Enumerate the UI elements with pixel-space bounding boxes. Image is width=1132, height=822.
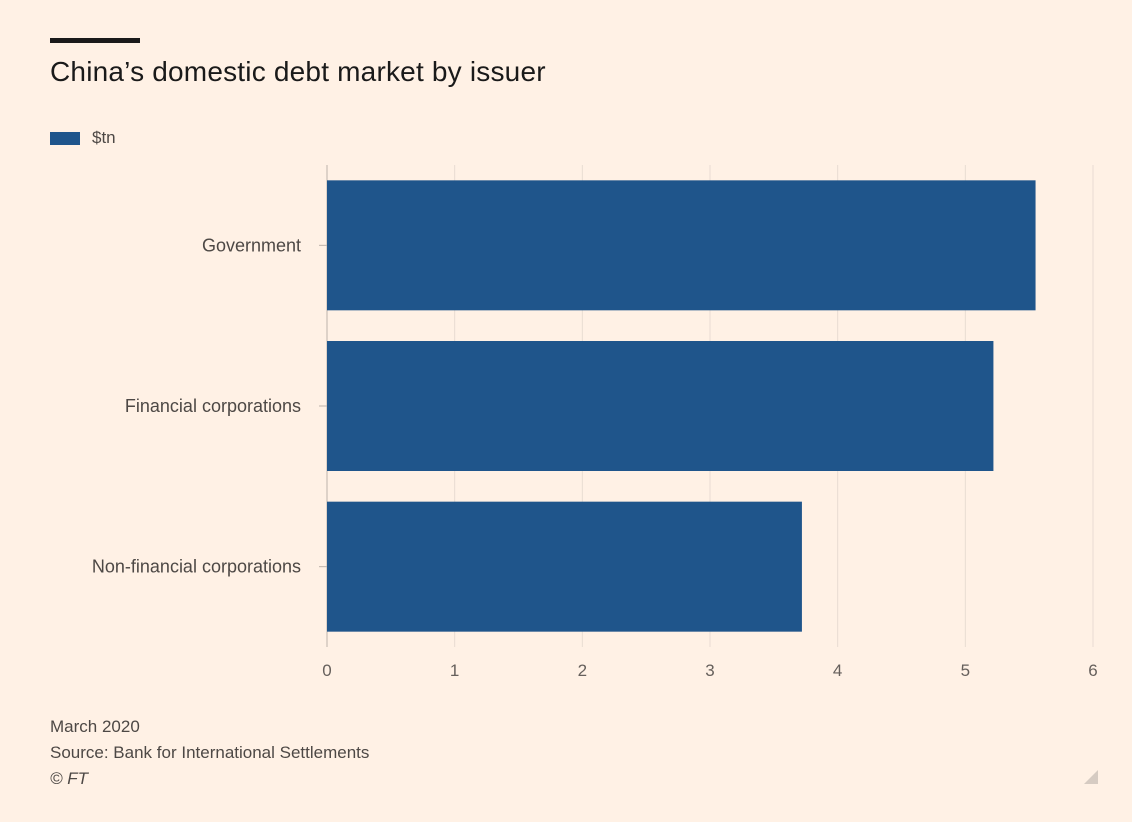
bar: [327, 501, 802, 632]
category-label: Non-financial corporations: [92, 557, 301, 577]
footer: March 2020 Source: Bank for Internationa…: [50, 714, 369, 792]
bar: [327, 180, 1036, 311]
legend-label: $tn: [92, 128, 116, 147]
footer-source: Source: Bank for International Settlemen…: [50, 743, 370, 762]
legend: $tn: [50, 128, 116, 148]
footer-copyright: © FT: [50, 769, 89, 788]
legend-swatch: [50, 131, 80, 145]
title-rule: [50, 38, 140, 43]
x-tick-label: 0: [322, 661, 331, 680]
bar: [327, 341, 994, 471]
x-tick-label: 1: [450, 661, 459, 680]
x-tick-label: 6: [1088, 661, 1097, 680]
x-tick-label: 4: [833, 661, 842, 680]
chart-title: China’s domestic debt market by issuer: [50, 56, 546, 87]
resize-handle-icon[interactable]: [1084, 770, 1098, 784]
x-tick-label: 5: [961, 661, 970, 680]
x-tick-label: 3: [705, 661, 714, 680]
x-tick-label: 2: [578, 661, 587, 680]
category-label: Financial corporations: [125, 396, 301, 416]
footer-date: March 2020: [50, 717, 140, 736]
category-label: Government: [202, 235, 301, 255]
